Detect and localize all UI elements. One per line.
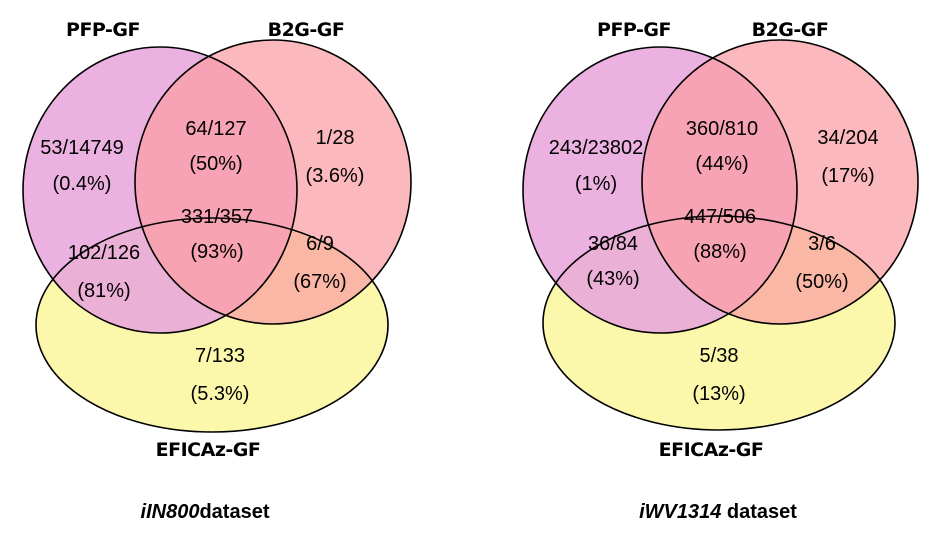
venn-diagram-left: PFP-GF B2G-GF EFICAz-GF 53/14749 (0.4%) …	[22, 19, 412, 523]
dataset-caption-left-italic: iIN800	[141, 501, 200, 523]
pfp-outline-left	[22, 46, 298, 334]
region-pfp-eficaz-count: 36/84	[588, 233, 638, 255]
region-all-three-count: 331/357	[181, 206, 253, 228]
region-pfp-only-count: 243/23802	[549, 137, 644, 159]
dataset-caption-left-plain: dataset	[199, 501, 269, 523]
region-eficaz-only-pct: (5.3%)	[191, 383, 250, 405]
set-label-eficaz-right: EFICAz-GF	[659, 439, 764, 461]
region-b2g-eficaz-pct: (50%)	[795, 271, 848, 293]
region-pfp-b2g-count: 360/810	[686, 118, 758, 140]
dataset-caption-right: iWV1314 dataset	[639, 501, 797, 523]
region-all-three-count: 447/506	[684, 206, 756, 228]
region-b2g-only-pct: (17%)	[821, 165, 874, 187]
region-eficaz-only-count: 7/133	[195, 345, 245, 367]
eficaz-outline-left	[35, 217, 389, 433]
region-eficaz-only-pct: (13%)	[692, 383, 745, 405]
region-pfp-eficaz-count: 102/126	[68, 242, 140, 264]
venn-left-fills	[23, 40, 411, 432]
region-all-three-pct: (93%)	[190, 241, 243, 263]
region-b2g-eficaz-pct: (67%)	[293, 271, 346, 293]
venn-right-outlines	[522, 39, 919, 431]
dataset-caption-right-italic: iWV1314	[639, 501, 721, 523]
venn-right-fills	[523, 40, 918, 430]
region-all-three-pct: (88%)	[693, 241, 746, 263]
region-pfp-only-pct: (1%)	[575, 173, 617, 195]
region-b2g-eficaz-count: 3/6	[808, 233, 836, 255]
b2g-circle-left	[135, 40, 411, 324]
region-pfp-b2g-count: 64/127	[185, 118, 246, 140]
set-label-eficaz-left: EFICAz-GF	[156, 439, 261, 461]
dataset-caption-right-plain: dataset	[721, 501, 797, 523]
venn-left-outlines	[22, 39, 412, 433]
region-pfp-only-pct: (0.4%)	[53, 173, 112, 195]
set-label-pfp-right: PFP-GF	[597, 19, 671, 41]
region-pfp-only-count: 53/14749	[40, 137, 123, 159]
b2g-outline-right	[641, 39, 919, 325]
dataset-caption-left: iIN800dataset	[141, 501, 270, 523]
region-pfp-eficaz-pct: (81%)	[77, 280, 130, 302]
region-eficaz-only-count: 5/38	[700, 345, 739, 367]
set-label-b2g-left: B2G-GF	[268, 19, 345, 41]
venn-diagram-right: PFP-GF B2G-GF EFICAz-GF 243/23802 (1%) 3…	[522, 19, 919, 523]
region-pfp-b2g-pct: (44%)	[695, 153, 748, 175]
region-b2g-only-pct: (3.6%)	[306, 165, 365, 187]
region-b2g-only-count: 34/204	[817, 127, 878, 149]
set-label-pfp-left: PFP-GF	[66, 19, 140, 41]
region-b2g-only-count: 1/28	[316, 127, 355, 149]
pfp-outline-right	[522, 46, 798, 334]
region-pfp-b2g-pct: (50%)	[189, 153, 242, 175]
eficaz-outline-right	[542, 215, 896, 431]
b2g-outline-left	[134, 39, 412, 325]
region-pfp-eficaz-pct: (43%)	[586, 268, 639, 290]
b2g-circle-right	[642, 40, 918, 324]
region-b2g-eficaz-count: 6/9	[306, 233, 334, 255]
set-label-b2g-right: B2G-GF	[752, 19, 829, 41]
